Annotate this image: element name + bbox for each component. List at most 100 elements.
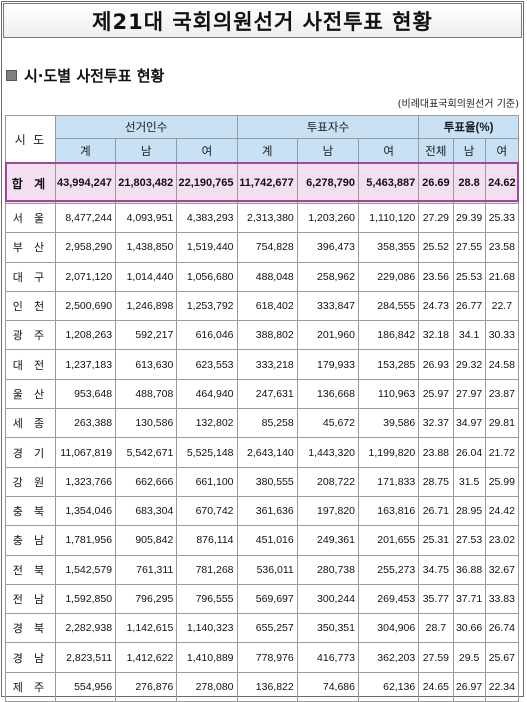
table-cell: 171,833: [357, 466, 420, 497]
table-row: 경 기 11,067,819 5,542,671 5,525,148 2,643,140…: [5, 437, 520, 468]
table-cell: 4,093,951: [115, 202, 178, 234]
table-cell: 876,114: [176, 525, 238, 556]
table-cell: 361,636: [236, 495, 298, 527]
table-cell: 8,477,244: [54, 202, 117, 234]
table-cell: 32.18: [418, 320, 454, 351]
table-cell: 132,802: [176, 408, 238, 439]
table-cell: 45,672: [296, 408, 360, 439]
table-cell: 197,820: [296, 495, 360, 527]
table-cell: 333,218: [236, 349, 298, 380]
table-cell: 249,361: [296, 525, 360, 556]
table-cell: 613,630: [115, 349, 178, 380]
table-cell: 23.88: [418, 437, 454, 468]
table-row: 경 북 2,282,938 1,142,615 1,140,323 655,257 350…: [5, 613, 520, 644]
table-row: 충 북 1,354,046 683,304 670,742 361,636 197,820…: [5, 495, 520, 527]
table-cell: 1,592,850: [54, 583, 117, 615]
subheader-cell: 남: [296, 138, 360, 163]
table-cell: 304,906: [357, 613, 420, 644]
region-name: 서 울: [5, 202, 56, 234]
table-cell: 28.8: [452, 162, 486, 204]
table-cell: 85,258: [236, 408, 298, 439]
table-cell: 1,519,440: [176, 232, 238, 263]
table-cell: 24.65: [418, 671, 454, 702]
table-cell: 32.67: [484, 554, 520, 585]
subheader-cell: 여: [357, 138, 420, 163]
table-cell: 4,383,293: [176, 202, 238, 234]
table-cell: 31.5: [452, 466, 486, 497]
table-cell: 24.73: [418, 290, 454, 322]
table-cell: 25.53: [452, 261, 486, 292]
table-cell: 27.59: [418, 642, 454, 673]
table-row: 광 주 1,208,263 592,217 616,046 388,802 201,960…: [5, 320, 520, 351]
region-name: 대 전: [5, 349, 56, 380]
table-cell: 26.69: [418, 162, 454, 204]
table-cell: 163,816: [357, 495, 420, 527]
table-cell: 24.42: [484, 495, 520, 527]
table-cell: 1,014,440: [115, 261, 178, 292]
table-cell: 662,666: [115, 466, 178, 497]
table-cell: 25.52: [418, 232, 454, 263]
table-cell: 1,246,898: [115, 290, 178, 322]
table-cell: 34.97: [452, 408, 486, 439]
table-cell: 5,525,148: [176, 437, 238, 468]
table-cell: 23.02: [484, 525, 520, 556]
table-cell: 263,388: [54, 408, 117, 439]
table-cell: 2,282,938: [54, 613, 117, 644]
table-cell: 23.56: [418, 261, 454, 292]
table-cell: 396,473: [296, 232, 360, 263]
table-cell: 1,199,820: [357, 437, 420, 468]
table-row: 충 남 1,781,956 905,842 876,114 451,016 249,361…: [5, 525, 520, 556]
table-cell: 5,463,887: [357, 162, 420, 204]
table-cell: 2,071,120: [54, 261, 117, 292]
table-cell: 1,542,579: [54, 554, 117, 585]
table-row: 대 구 2,071,120 1,014,440 1,056,680 488,048 258…: [5, 261, 520, 292]
table-cell: 2,643,140: [236, 437, 298, 468]
table-cell: 26.97: [452, 671, 486, 702]
table-row: 부 산 2,958,290 1,438,850 1,519,440 754,828 396…: [5, 232, 520, 263]
region-name: 울 산: [5, 378, 56, 410]
table-cell: 26.04: [452, 437, 486, 468]
table-cell: 1,110,120: [357, 202, 420, 234]
subheader-cell: 남: [452, 138, 486, 163]
subheader-cell: 여: [176, 138, 238, 163]
table-cell: 43,994,247: [54, 162, 117, 204]
table-cell: 36.88: [452, 554, 486, 585]
table-cell: 34.1: [452, 320, 486, 351]
table-cell: 451,016: [236, 525, 298, 556]
table-cell: 30.66: [452, 613, 486, 644]
table-cell: 554,956: [54, 671, 117, 702]
table-cell: 32.37: [418, 408, 454, 439]
table-cell: 39,586: [357, 408, 420, 439]
table-cell: 623,553: [176, 349, 238, 380]
table-header-row-groups: 시 도 선거인수 투표자수 투표율(%): [5, 115, 519, 163]
table-cell: 29.81: [484, 408, 520, 439]
table-cell: 284,555: [357, 290, 420, 322]
table-cell: 34.75: [418, 554, 454, 585]
header-electors: 선거인수: [54, 115, 238, 139]
region-name: 부 산: [5, 232, 56, 263]
table-cell: 28.75: [418, 466, 454, 497]
table-cell: 26.74: [484, 613, 520, 644]
table-cell: 29.5: [452, 642, 486, 673]
table-cell: 796,295: [115, 583, 178, 615]
table-cell: 655,257: [236, 613, 298, 644]
table-cell: 905,842: [115, 525, 178, 556]
table-cell: 276,876: [115, 671, 178, 702]
table-cell: 136,668: [296, 378, 360, 410]
page-title: 제21대 국회의원선거 사전투표 현황: [92, 9, 433, 34]
table-cell: 1,438,850: [115, 232, 178, 263]
subheader-cell: 여: [484, 138, 520, 163]
table-cell: 362,203: [357, 642, 420, 673]
table-cell: 25.97: [418, 378, 454, 410]
region-name: 광 주: [5, 320, 56, 351]
basis-note: (비례대표국회의원선거 기준): [397, 99, 519, 110]
table-cell: 670,742: [176, 495, 238, 527]
table-cell: 278,080: [176, 671, 238, 702]
table-cell: 21,803,482: [115, 162, 178, 204]
table-cell: 1,781,956: [54, 525, 117, 556]
table-cell: 269,453: [357, 583, 420, 615]
table-header-row-sub: 계 남 여 계 남 여 전체 남 여: [6, 138, 520, 163]
region-name: 제 주: [5, 671, 56, 702]
table-cell: 333,847: [296, 290, 360, 322]
subheader-cell: 전체: [418, 138, 454, 163]
